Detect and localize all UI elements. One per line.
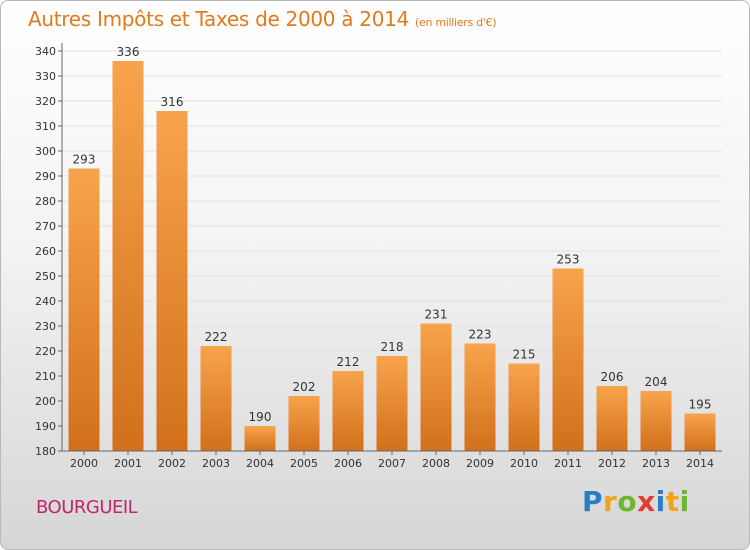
y-tick-label: 320 — [35, 95, 56, 108]
bar-2007 — [376, 356, 408, 451]
value-label-2006: 212 — [337, 355, 360, 369]
y-tick-label: 210 — [35, 370, 56, 383]
y-tick-label: 300 — [35, 145, 56, 158]
chart-title: Autres Impôts et Taxes de 2000 à 2014 (en… — [28, 7, 496, 31]
x-tick-label-2007: 2007 — [378, 457, 406, 470]
value-label-2010: 215 — [513, 348, 536, 362]
bar-2004 — [244, 426, 276, 451]
x-tick-label-2005: 2005 — [290, 457, 318, 470]
value-label-2004: 190 — [249, 410, 272, 424]
bar-2014 — [684, 413, 716, 451]
y-tick-label: 250 — [35, 270, 56, 283]
x-tick-label-2003: 2003 — [202, 457, 230, 470]
logo-letter: i — [655, 485, 666, 518]
value-label-2011: 253 — [557, 253, 580, 267]
chart-unit-note: (en milliers d'€) — [415, 16, 497, 29]
proxiti-logo: Proxiti — [582, 485, 690, 518]
chart-title-text: Autres Impôts et Taxes de 2000 à 2014 — [28, 7, 409, 31]
x-tick-label-2008: 2008 — [422, 457, 450, 470]
x-tick-label-2010: 2010 — [510, 457, 538, 470]
bar-2000 — [68, 168, 100, 451]
x-tick-label-2001: 2001 — [114, 457, 142, 470]
y-tick-label: 270 — [35, 220, 56, 233]
y-tick-label: 180 — [35, 445, 56, 458]
bar-2008 — [420, 323, 452, 451]
logo-letter: x — [637, 485, 656, 518]
x-tick-label-2012: 2012 — [598, 457, 626, 470]
y-tick-label: 240 — [35, 295, 56, 308]
y-tick-label: 220 — [35, 345, 56, 358]
x-tick-label-2006: 2006 — [334, 457, 362, 470]
bar-2001 — [112, 61, 144, 451]
value-label-2013: 204 — [645, 375, 668, 389]
value-label-2009: 223 — [469, 328, 492, 342]
x-tick-label-2000: 2000 — [70, 457, 98, 470]
labels: 180 190 200 210 220 230 240 250 260 270 280 290 300 3… — [35, 45, 714, 470]
x-tick-label-2011: 2011 — [554, 457, 582, 470]
bars — [68, 61, 716, 451]
x-tick-label-2013: 2013 — [642, 457, 670, 470]
y-tick-label: 230 — [35, 320, 56, 333]
value-label-2012: 206 — [601, 370, 624, 384]
bar-2002 — [156, 111, 188, 451]
bar-2011 — [552, 268, 584, 451]
value-label-2014: 195 — [689, 398, 712, 412]
y-tick-label: 330 — [35, 70, 56, 83]
x-tick-label-2009: 2009 — [466, 457, 494, 470]
y-tick-label: 200 — [35, 395, 56, 408]
axes — [58, 43, 722, 455]
y-tick-label: 190 — [35, 420, 56, 433]
logo-letter: o — [617, 485, 638, 518]
x-tick-label-2002: 2002 — [158, 457, 186, 470]
value-label-2007: 218 — [381, 340, 404, 354]
bar-2010 — [508, 363, 540, 451]
value-label-2003: 222 — [205, 330, 228, 344]
y-tick-label: 260 — [35, 245, 56, 258]
x-tick-label-2004: 2004 — [246, 457, 274, 470]
y-tick-label: 310 — [35, 120, 56, 133]
bar-2003 — [200, 346, 232, 451]
value-label-2002: 316 — [161, 95, 184, 109]
place-name: BOURGUEIL — [36, 497, 138, 518]
value-label-2005: 202 — [293, 380, 316, 394]
value-label-2000: 293 — [73, 153, 96, 167]
logo-letter: r — [603, 485, 618, 518]
bar-2006 — [332, 371, 364, 451]
logo-letter: P — [582, 485, 604, 518]
bar-2012 — [596, 386, 628, 451]
value-label-2001: 336 — [117, 45, 140, 59]
bar-2005 — [288, 396, 320, 451]
logo-letter: i — [679, 485, 690, 518]
value-label-2008: 231 — [425, 308, 448, 322]
y-tick-label: 290 — [35, 170, 56, 183]
y-tick-label: 340 — [35, 45, 56, 58]
x-tick-label-2014: 2014 — [686, 457, 714, 470]
logo-letter: t — [665, 485, 680, 518]
y-tick-label: 280 — [35, 195, 56, 208]
bar-2013 — [640, 391, 672, 451]
bar-2009 — [464, 343, 496, 451]
